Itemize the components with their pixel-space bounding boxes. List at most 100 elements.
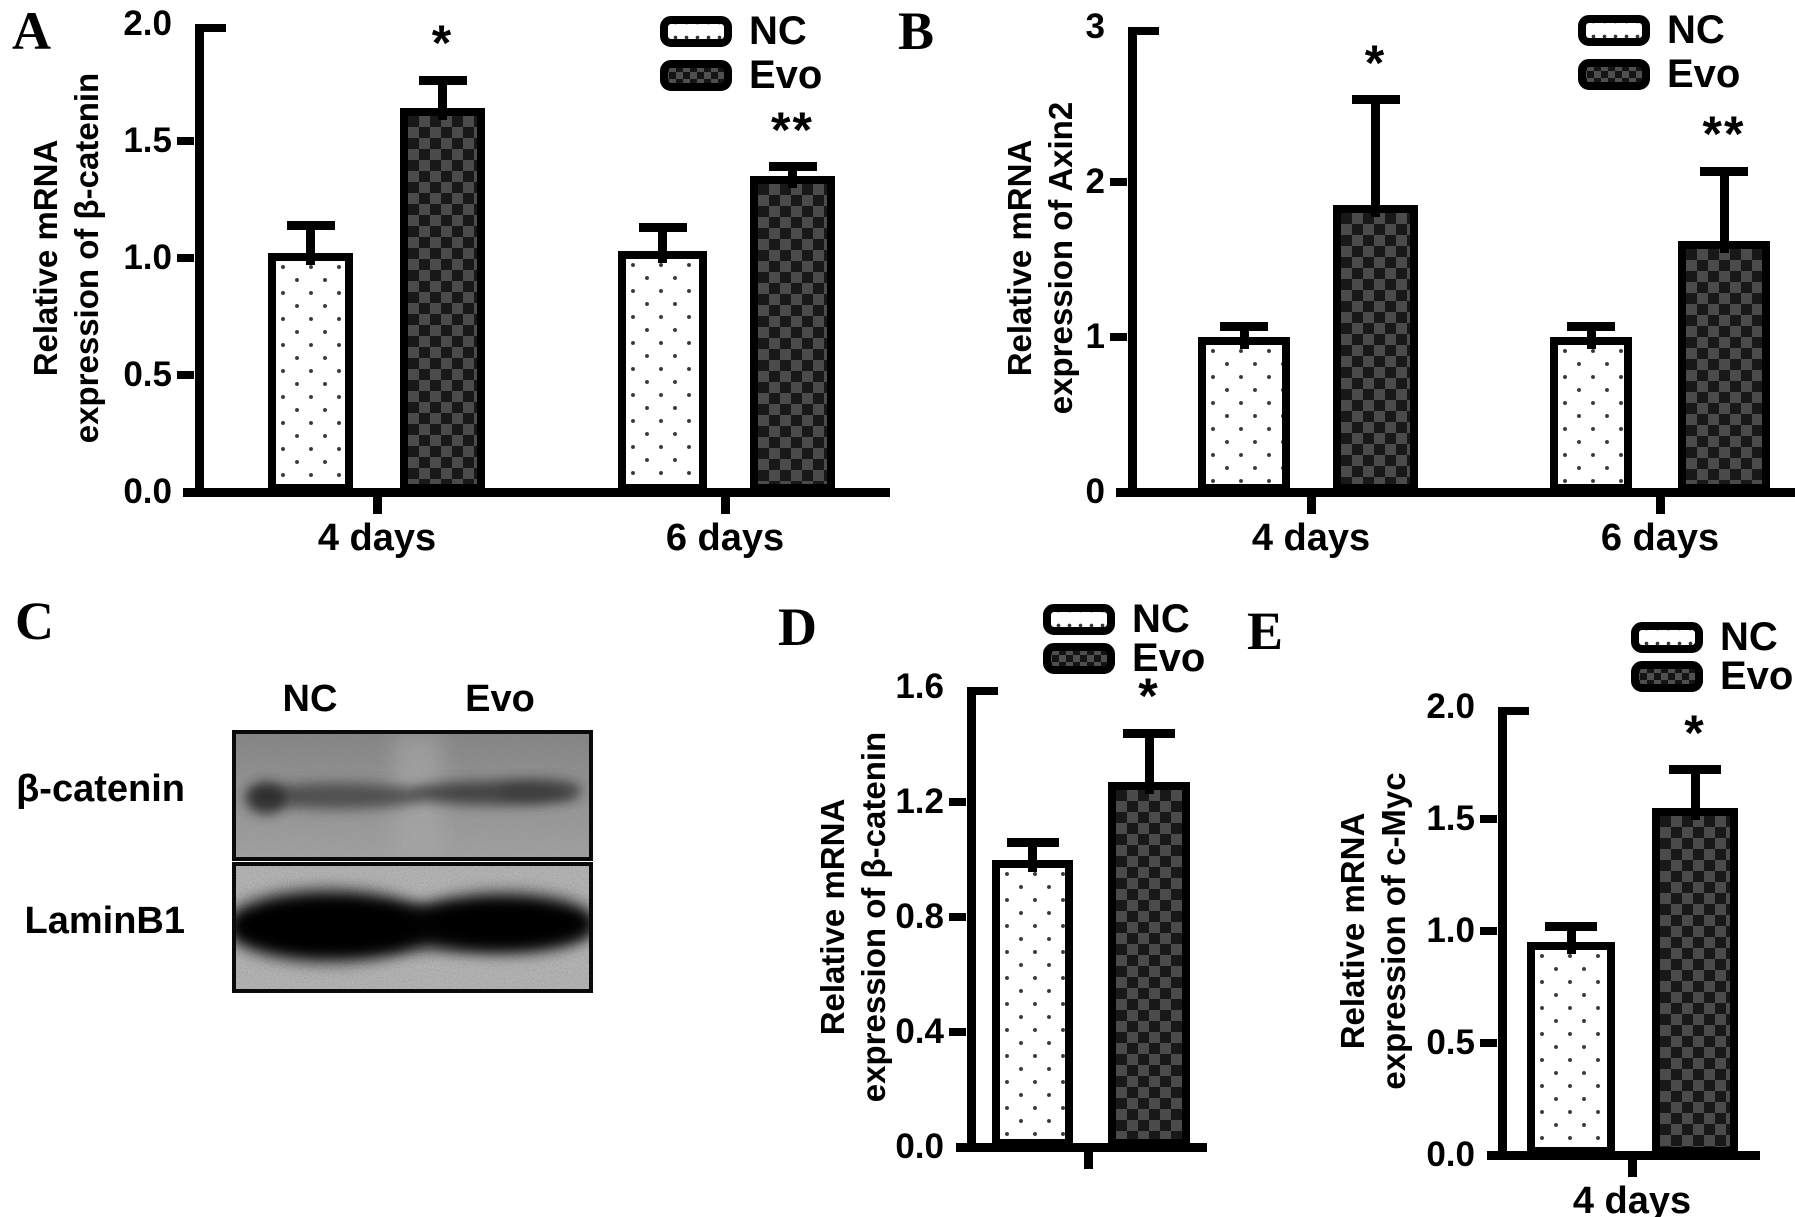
nc-swatch-icon: [1043, 604, 1115, 635]
error-bar-cap: [1351, 95, 1400, 105]
x-tick: [1083, 1151, 1093, 1169]
significance-marker: *: [1364, 34, 1387, 91]
evo-swatch-icon: [1631, 661, 1703, 692]
panel-d-letter: D: [778, 597, 817, 657]
panel-a-plot-area: * 4 days ** 6 days 0.0 0.5 1.0 1.5 2.0: [0, 0, 890, 560]
panel-e-letter: E: [1247, 601, 1284, 661]
y-tick-label: 0: [1085, 472, 1105, 511]
error-bar-cap: [1220, 321, 1268, 331]
legend-label-evo: Evo: [1720, 654, 1794, 698]
legend-label-nc: NC: [1720, 615, 1778, 659]
y-axis-line: [966, 687, 976, 1147]
blot-row-label-laminb1: LaminB1: [24, 900, 185, 942]
panel-e-legend: NC Evo: [1631, 615, 1794, 705]
panel-a: A Relative mRNA expression of β-catenin …: [0, 0, 890, 560]
x-tick: [1306, 496, 1316, 514]
bar-nc-6days: [618, 250, 707, 492]
legend-label-evo: Evo: [1667, 52, 1741, 96]
y-tick-label: 1: [1085, 317, 1105, 356]
error-bar-stem: [1144, 733, 1154, 794]
error-bar-cap: [1567, 321, 1615, 331]
legend-label-evo: Evo: [1132, 636, 1206, 680]
y-tick-label: 1.6: [895, 667, 944, 706]
evo-swatch-icon: [1578, 59, 1650, 90]
y-tick: [1480, 815, 1497, 823]
y-tick-label: 0.8: [895, 897, 944, 936]
y-tick-label: 1.5: [1426, 799, 1475, 838]
error-bar-stem: [1028, 842, 1037, 872]
panel-d-legend: NC Evo: [1043, 597, 1206, 687]
error-bar-cap: [638, 223, 687, 233]
y-tick-label: 0.5: [1426, 1023, 1475, 1062]
x-axis-line: [1116, 487, 1795, 497]
x-tick-label: 6 days: [1600, 517, 1720, 559]
x-tick-label: 4 days: [1572, 1180, 1692, 1217]
error-bar-cap: [286, 220, 335, 230]
legend-item-nc: NC: [1631, 615, 1793, 659]
bar-evo-4days: [1333, 205, 1418, 492]
panel-e: E Relative mRNA expression of c-Myc * 4 d…: [1240, 560, 1795, 1217]
y-axis-top-tick: [203, 24, 226, 32]
panel-b-legend: NC Evo: [1578, 8, 1741, 103]
error-bar-cap: [1123, 728, 1175, 738]
x-tick-label: 4 days: [317, 517, 437, 559]
panel-a-legend: NC Evo: [660, 11, 822, 104]
legend-item-evo: Evo: [660, 55, 822, 95]
y-tick: [949, 798, 966, 806]
legend-item-evo: Evo: [1043, 636, 1206, 680]
panel-b: B Relative mRNA expression of Axin2 * 4 d…: [890, 0, 1795, 560]
y-axis-top-tick: [975, 687, 998, 695]
y-axis-top-tick: [1136, 27, 1159, 35]
y-tick: [177, 254, 194, 262]
bar-nc-6days: [1550, 337, 1632, 492]
significance-marker: *: [1138, 668, 1160, 724]
panel-b-letter: B: [898, 1, 935, 61]
y-tick: [1480, 1039, 1497, 1047]
y-tick-label: 0.0: [123, 472, 172, 511]
legend-item-nc: NC: [1043, 597, 1205, 641]
bar-evo-4days: [400, 108, 485, 492]
y-tick-label: 2.0: [123, 4, 172, 43]
blot-row-label-beta-catenin: β-catenin: [16, 768, 185, 810]
bar-nc-4days: [1198, 337, 1290, 492]
panel-c: C NC Evo β-catenin LaminB1: [0, 560, 760, 1217]
evo-swatch-icon: [1043, 643, 1115, 674]
legend-label-nc: NC: [1132, 597, 1190, 641]
legend-item-nc: NC: [660, 11, 822, 51]
bar-nc-4days: [1527, 942, 1615, 1155]
nc-swatch-icon: [1631, 622, 1703, 653]
panel-e-plot-area: * 4 days 0.0 0.5 1.0 1.5 2.0: [1240, 560, 1795, 1217]
x-tick-label: 4 days: [1251, 517, 1371, 559]
y-axis-line: [1497, 707, 1507, 1155]
legend-label-nc: NC: [1667, 8, 1725, 52]
error-bar-cap: [1545, 922, 1597, 932]
x-tick: [372, 496, 382, 514]
y-tick: [949, 913, 966, 921]
bar-evo-6days: [750, 176, 835, 492]
y-tick: [1110, 178, 1127, 186]
error-bar-stem: [1586, 326, 1596, 349]
x-tick-label: 6 days: [665, 517, 785, 559]
beta-catenin-blot-image: [232, 730, 593, 861]
y-tick: [177, 137, 194, 145]
laminb1-blot-image: [232, 862, 593, 993]
x-axis-line: [183, 487, 890, 497]
error-bar-cap: [1700, 166, 1748, 176]
error-bar-cap: [768, 162, 817, 172]
blot-lane-label-evo: Evo: [465, 678, 535, 720]
laminb1-blot-art: [236, 866, 589, 989]
bar-evo-4days: [1652, 807, 1738, 1155]
bar-evo-6days: [1678, 240, 1770, 492]
significance-marker: *: [431, 15, 454, 72]
y-tick-label: 0.0: [895, 1127, 944, 1166]
blot-lane-label-nc: NC: [282, 678, 338, 720]
evo-swatch-icon: [660, 60, 732, 91]
error-bar-stem: [658, 227, 667, 263]
x-tick: [1655, 496, 1665, 514]
nc-swatch-icon: [660, 16, 732, 47]
bar-nc-4days: [268, 253, 353, 492]
panel-c-letter: C: [15, 591, 54, 651]
error-bar-stem: [1239, 326, 1249, 349]
error-bar-cap: [1669, 765, 1721, 775]
